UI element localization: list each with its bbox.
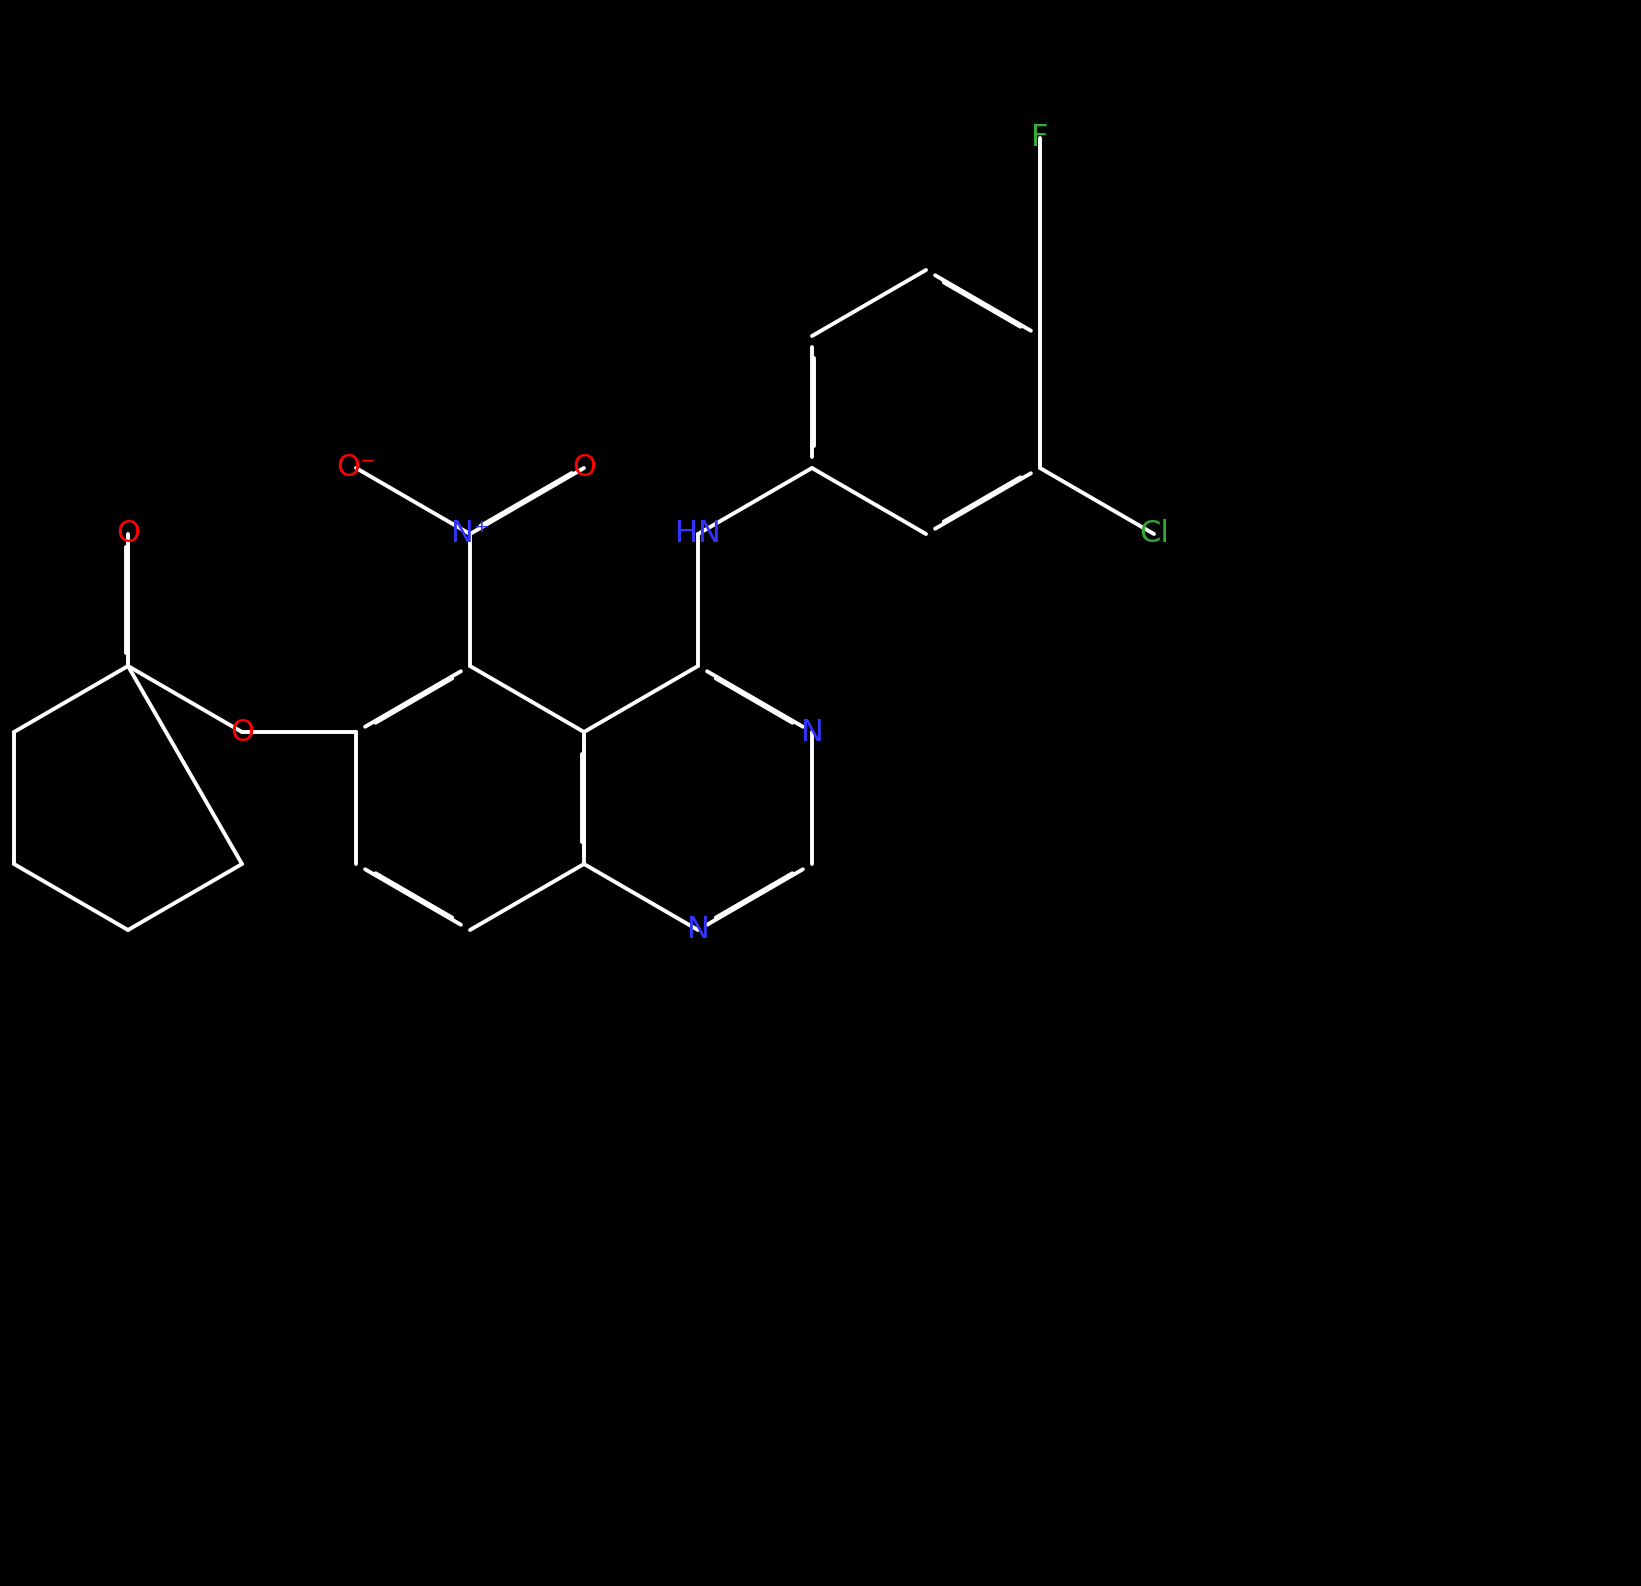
Text: N: N [686, 915, 709, 945]
Text: N: N [801, 717, 824, 747]
Text: O: O [573, 454, 596, 482]
Text: O⁻: O⁻ [336, 454, 376, 482]
Text: N⁺: N⁺ [451, 520, 489, 549]
Text: HN: HN [674, 520, 720, 549]
Text: O: O [230, 717, 254, 747]
Text: Cl: Cl [1139, 520, 1168, 549]
Text: O: O [117, 520, 139, 549]
Text: F: F [1031, 124, 1049, 152]
